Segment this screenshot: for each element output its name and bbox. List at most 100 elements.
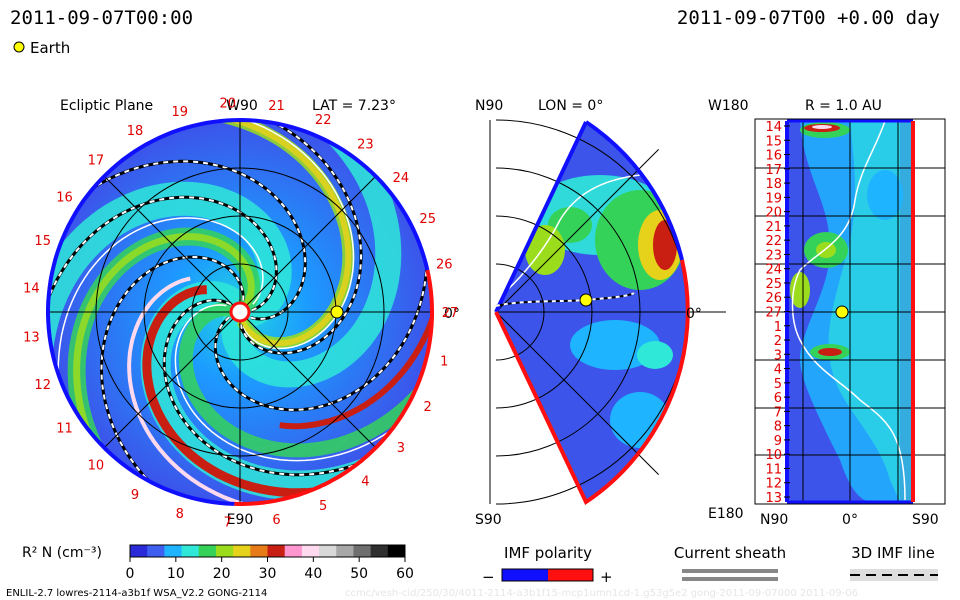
- ecliptic-negative-polarity-arc: [46, 117, 430, 506]
- colorbar-segment: [353, 545, 372, 557]
- carrington-label: 3: [397, 441, 405, 456]
- current-sheath-legend: Current sheath: [674, 544, 786, 581]
- radial-longitude-label: 11: [765, 463, 782, 478]
- radial-longitude-label: 12: [765, 477, 782, 492]
- carrington-label: 24: [393, 171, 410, 186]
- colorbar-segment: [387, 545, 406, 557]
- ecliptic-title: Ecliptic Plane: [60, 98, 153, 114]
- carrington-label: 25: [419, 212, 436, 227]
- meridional-south-label: S90: [475, 512, 502, 528]
- colorbar-label: R² N (cm⁻³): [22, 545, 102, 561]
- earth-marker-meridional: [579, 293, 593, 307]
- ecliptic-bottom-label: E90: [227, 512, 254, 528]
- imf-line-legend: 3D IMF line: [850, 544, 938, 581]
- sun-inner-boundary: [229, 301, 251, 323]
- carrington-label: 20: [220, 96, 237, 111]
- meridional-grid-line: [495, 149, 659, 313]
- colorbar-tick-label: 20: [213, 566, 231, 582]
- radial-longitude-label: 15: [765, 134, 782, 149]
- density-blob: [637, 341, 673, 369]
- carrington-label: 14: [23, 282, 40, 297]
- density-blob: [525, 225, 565, 275]
- earth-marker-radial: [835, 305, 849, 319]
- radial-longitude-label: 13: [765, 491, 782, 506]
- radial-longitude-label: 24: [765, 263, 782, 278]
- radial-longitude-label: 5: [774, 377, 782, 392]
- carrington-label: 7: [224, 516, 232, 531]
- carrington-label: 4: [361, 474, 369, 489]
- density-band: [161, 120, 352, 347]
- carrington-label: 15: [34, 234, 51, 249]
- radial-longitude-label: 9: [774, 434, 782, 449]
- carrington-label: 10: [88, 459, 105, 474]
- density-band: [140, 280, 409, 501]
- carrington-label: 26: [436, 258, 453, 273]
- colorbar-segment: [267, 545, 286, 557]
- meridional-north-label: N90: [475, 98, 503, 114]
- colorbar-segment: [164, 545, 183, 557]
- density-colorbar: R² N (cm⁻³) 0 10 20 30 40 50 60: [22, 544, 414, 582]
- imf-negative-swatch: [502, 569, 548, 581]
- radial-x-right-label: S90: [912, 512, 939, 528]
- colorbar-segment: [181, 545, 200, 557]
- carrington-label: 2: [424, 400, 432, 415]
- radial-longitude-label: 6: [774, 391, 782, 406]
- carrington-label: 11: [56, 421, 73, 436]
- radial-longitude-label: 17: [765, 163, 782, 178]
- carrington-label: 8: [176, 507, 184, 522]
- radial-longitude-label: 7: [774, 405, 782, 420]
- radial-longitude-label: 1: [774, 320, 782, 335]
- carrington-label: 6: [272, 513, 280, 528]
- radial-x-left-label: N90: [760, 512, 788, 528]
- earth-marker-ecliptic: [330, 305, 344, 319]
- meridional-negative-edge: [494, 121, 588, 313]
- ecliptic-positive-polarity-arc: [234, 269, 434, 506]
- ecliptic-panel: Ecliptic Plane W90 LAT = 7.23° 0° E90 19…: [23, 96, 460, 530]
- earth-legend-marker: [13, 41, 25, 53]
- carrington-label: 23: [357, 138, 374, 153]
- colorbar-tick-label: 50: [350, 566, 368, 582]
- colorbar-segment: [370, 545, 389, 557]
- carrington-label: 18: [127, 124, 144, 139]
- right-timestamp: 2011-09-07T00 +0.00 day: [677, 7, 940, 29]
- colorbar-segment: [233, 545, 251, 557]
- radial-panel: W180 R = 1.0 AU 141516171819202122232425…: [708, 98, 946, 528]
- radial-longitude-label: 27: [765, 306, 782, 321]
- earth-legend-label: Earth: [30, 39, 70, 57]
- colorbar-segment: [147, 545, 165, 557]
- radial-longitude-label: 8: [774, 420, 782, 435]
- radial-longitude-label: 26: [765, 291, 782, 306]
- density-ridge-south: [279, 248, 432, 430]
- carrington-label: 5: [319, 499, 327, 514]
- colorbar-segments: [130, 545, 406, 557]
- meridional-panel: N90 LON = 0° 0° S90: [475, 98, 726, 528]
- meridional-positive-arc: [494, 259, 690, 505]
- left-timestamp: 2011-09-07T00:00: [10, 7, 193, 29]
- carrington-label: 12: [34, 378, 51, 393]
- radial-longitude-label: 19: [765, 191, 782, 206]
- radial-longitude-label: 10: [765, 448, 782, 463]
- imf-polarity-legend: IMF polarity − +: [482, 544, 613, 586]
- colorbar-segment: [319, 545, 337, 557]
- carrington-label: 13: [23, 330, 40, 345]
- carrington-label: 27: [442, 306, 459, 321]
- radial-longitude-labels: 1415161718192021222324252627123456789101…: [765, 120, 790, 506]
- density-blob: [816, 242, 836, 258]
- carrington-label: 9: [131, 488, 139, 503]
- colorbar-tick-label: 40: [304, 566, 322, 582]
- model-info: ENLIL-2.7 lowres-2114-a3b1f WSA_V2.2 GON…: [6, 588, 267, 599]
- watermark: ccmc/vesh-cid/250/30/4011-2114-a3b1f15-m…: [345, 588, 858, 599]
- radial-longitude-label: 22: [765, 234, 782, 249]
- density-ridge-core: [127, 276, 316, 504]
- radial-longitude-label: 2: [774, 334, 782, 349]
- carrington-label: 17: [88, 153, 105, 168]
- radial-bottom-left-label: E180: [708, 506, 744, 522]
- density-band: [178, 302, 432, 458]
- current-sheath-title: Current sheath: [674, 544, 786, 562]
- radial-longitude-label: 3: [774, 348, 782, 363]
- radial-longitude-label: 18: [765, 177, 782, 192]
- colorbar-tick-label: 60: [396, 566, 414, 582]
- colorbar-segment: [130, 545, 148, 557]
- density-band: [221, 120, 402, 388]
- meridional-zero-label: 0°: [686, 306, 702, 322]
